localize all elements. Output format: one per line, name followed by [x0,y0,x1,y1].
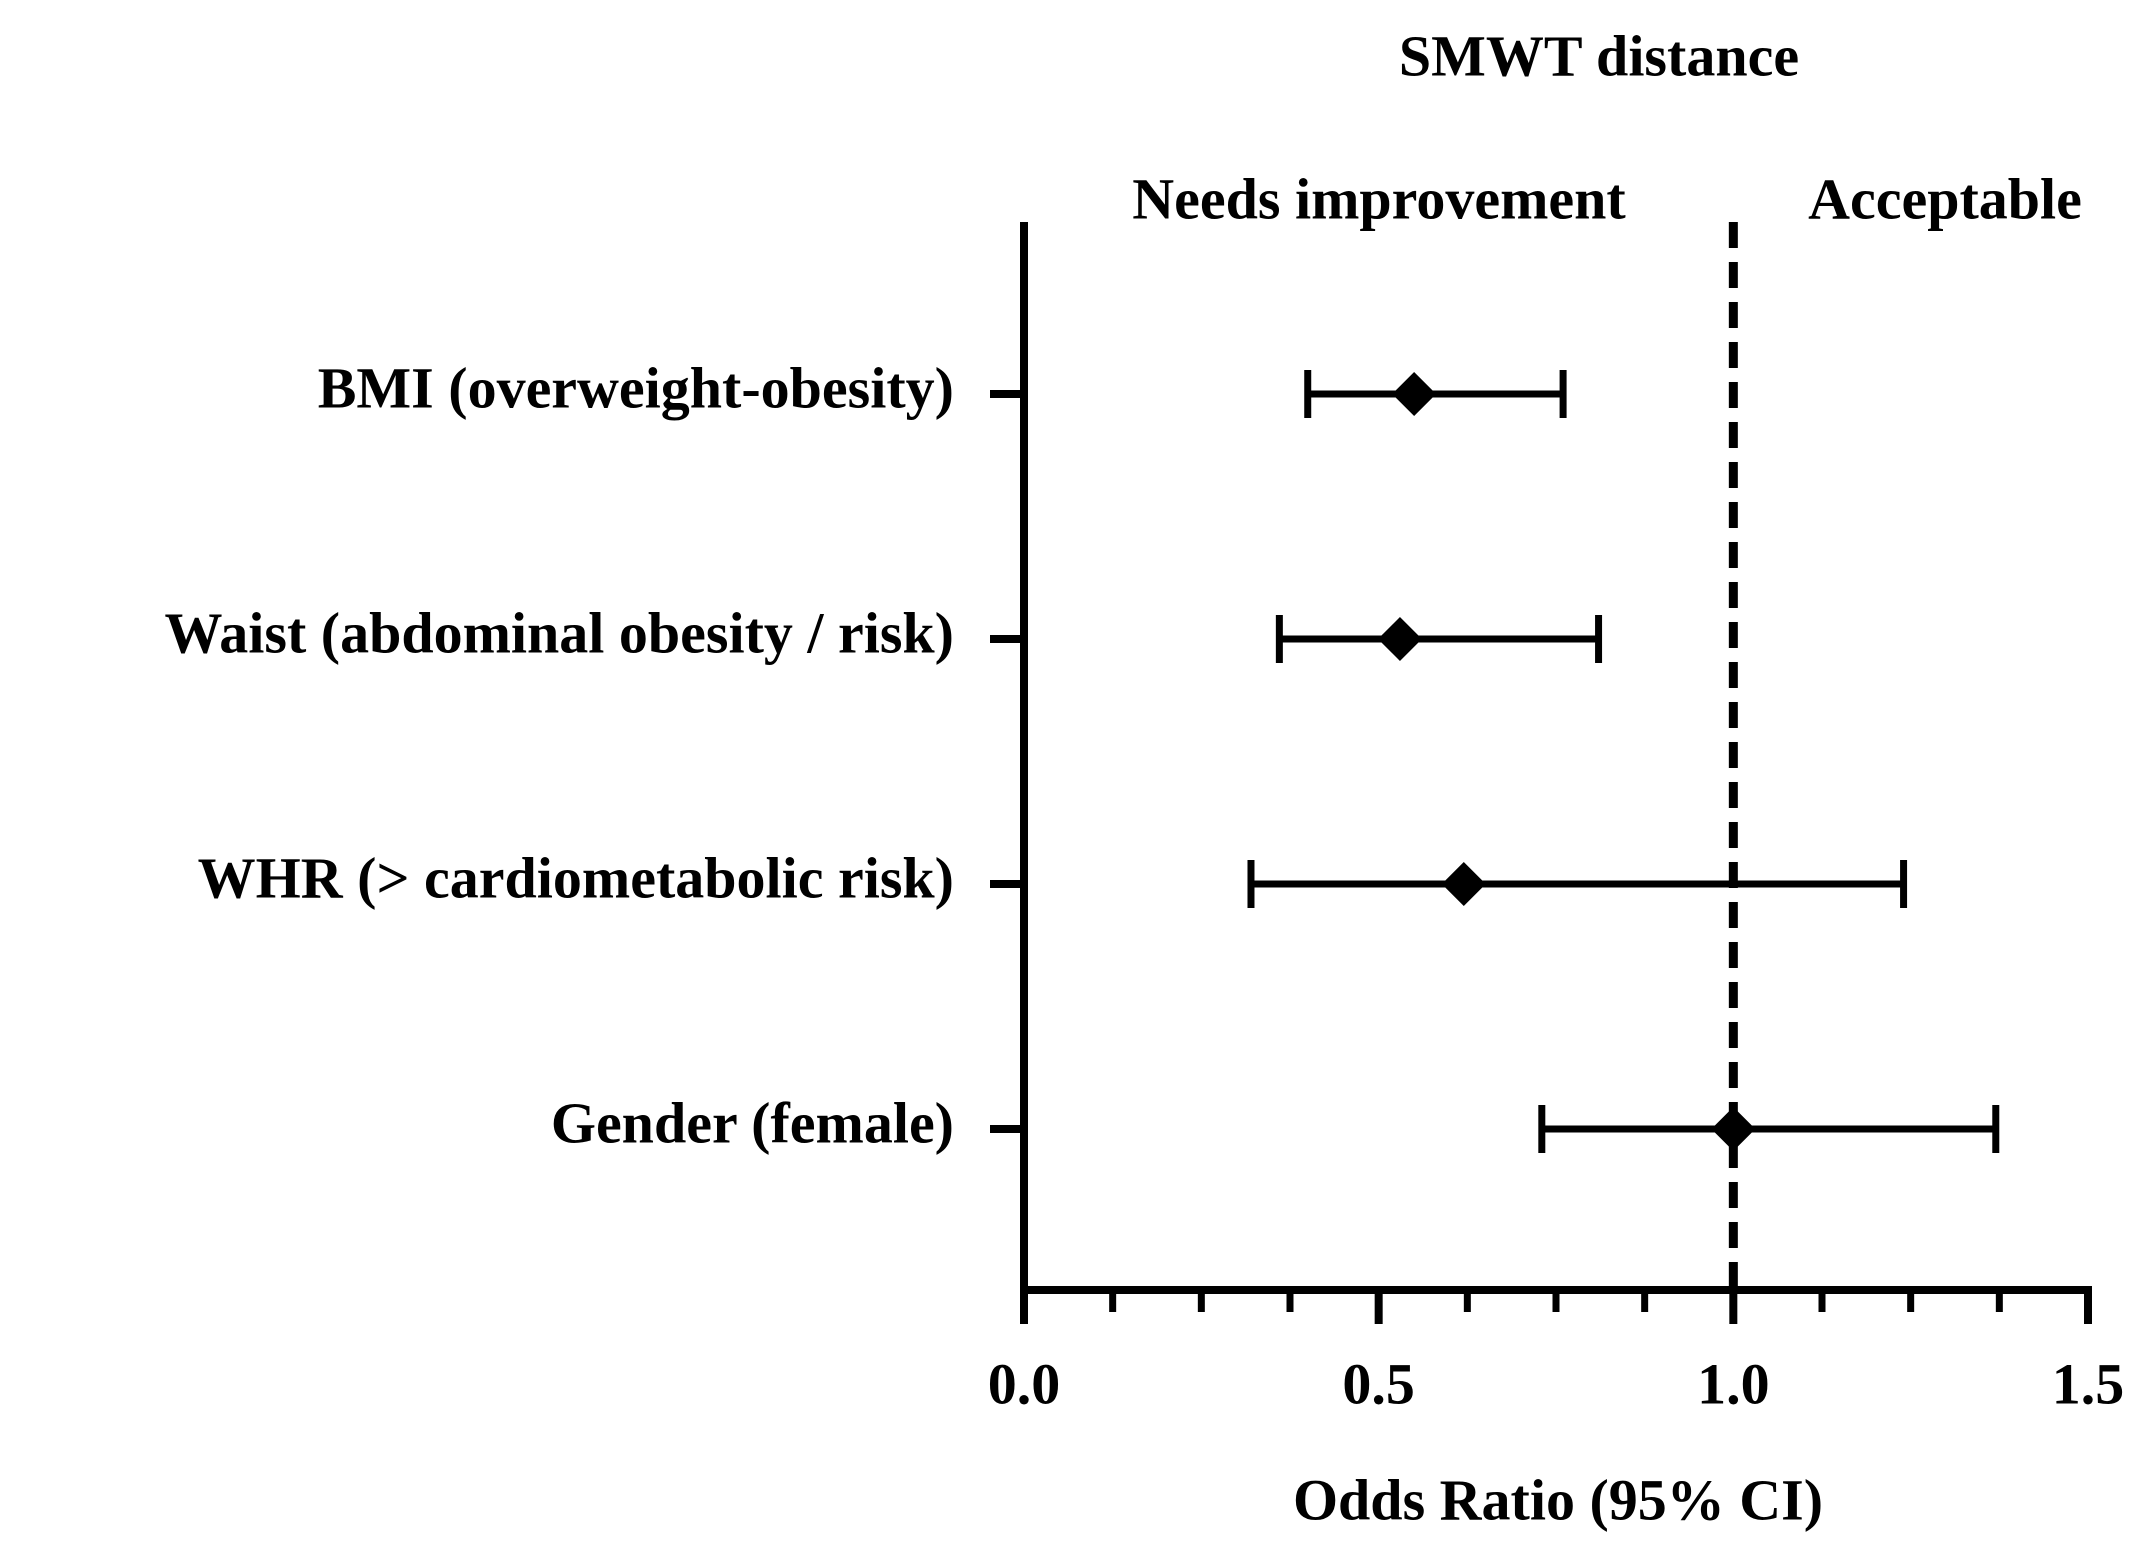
annotation: Acceptable [1808,166,2082,231]
point-estimate [1377,617,1422,661]
y-tick-label: Gender (female) [551,1090,954,1155]
x-tick-label: 0.5 [1342,1351,1415,1416]
x-tick-label: 0.0 [988,1351,1061,1416]
point-estimate [1441,862,1486,906]
x-tick-label: 1.5 [2052,1351,2125,1416]
y-tick-label: WHR (> cardiometabolic risk) [198,845,954,910]
point-estimate [1711,1107,1756,1151]
point-estimate [1392,372,1437,416]
annotation: Needs improvement [1132,166,1626,231]
x-tick-label: 1.0 [1697,1351,1770,1416]
y-tick-label: BMI (overweight-obesity) [318,355,954,420]
chart-title: SMWT distance [1399,23,1799,88]
y-tick-label: Waist (abdominal obesity / risk) [164,600,954,665]
x-axis-label: Odds Ratio (95% CI) [1293,1467,1823,1532]
